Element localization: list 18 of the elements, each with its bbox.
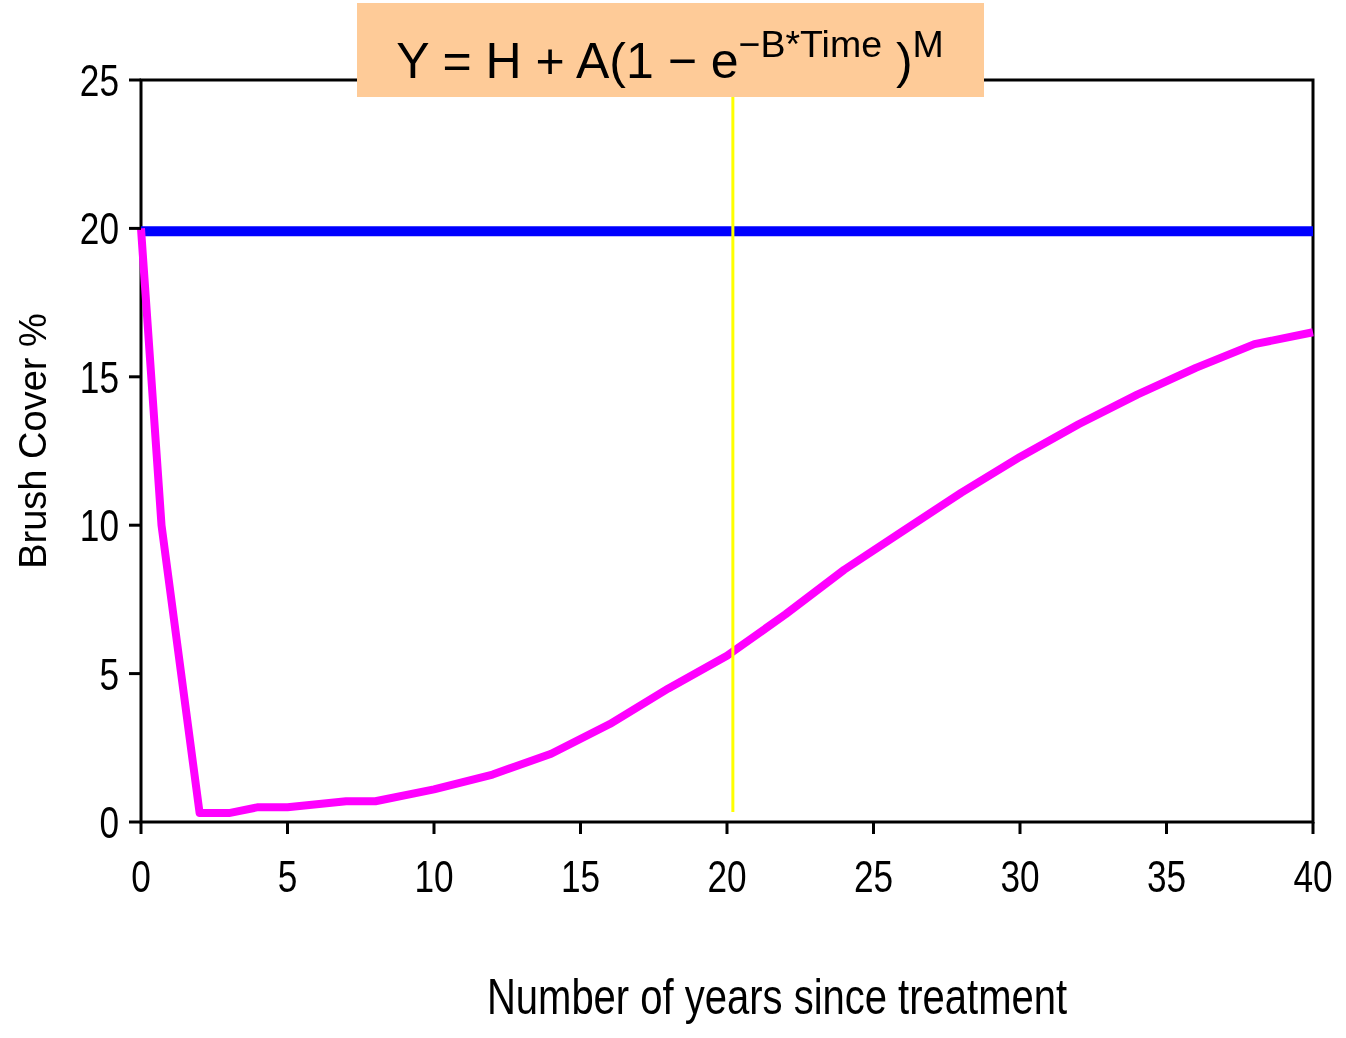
y-tick-label: 20 [79, 204, 119, 254]
y-axis-title: Brush Cover % [12, 313, 54, 569]
y-tick-label: 10 [79, 501, 119, 551]
x-tick-label: 30 [1000, 852, 1040, 901]
x-tick-label: 15 [560, 852, 601, 901]
x-tick-label: 25 [853, 852, 894, 901]
x-tick-label: 35 [1146, 852, 1187, 901]
x-tick-label: 0 [131, 852, 151, 901]
x-tick-label: 40 [1293, 852, 1333, 901]
y-tick-label: 5 [99, 649, 119, 699]
chart-title: Y = H + A(1 − e$^{−B*Time}$ )$^{M}$ [396, 23, 944, 89]
x-tick-label: 5 [277, 852, 298, 901]
x-tick-label: 10 [414, 852, 454, 901]
x-axis-title: Number of years since treatment [486, 968, 1068, 1026]
y-tick-label: 15 [79, 353, 119, 402]
y-tick-label: 0 [99, 798, 119, 847]
x-tick-label: 20 [707, 852, 747, 901]
y-tick-label: 25 [79, 56, 119, 105]
